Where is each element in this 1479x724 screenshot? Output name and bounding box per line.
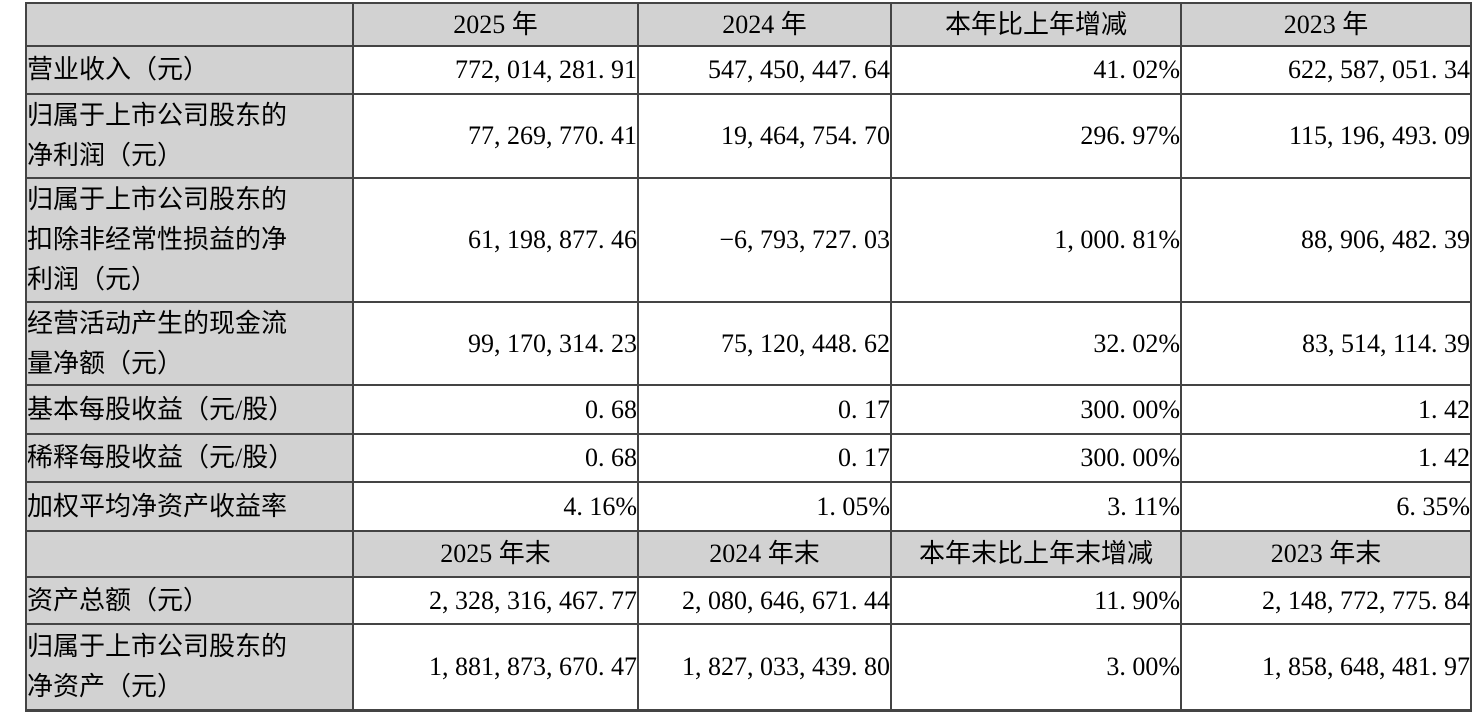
cash-flow-2024-value: 75, 120, 448. 62: [637, 301, 892, 386]
roe-2024-value: 1. 05%: [637, 481, 892, 532]
table-row-diluted-eps: 稀释每股收益（元/股） 0. 68 0. 17 300. 00% 1. 42: [25, 433, 1472, 483]
row-label-revenue: 营业收入（元）: [25, 45, 354, 95]
basic-eps-2025-value: 0. 68: [352, 384, 639, 435]
header-row-period-end: 2025 年末 2024 年末 本年末比上年末增减 2023 年末: [25, 530, 1472, 578]
table-row-net-profit-excl-nonrecurring: 归属于上市公司股东的 扣除非经常性损益的净 利润（元） 61, 198, 877…: [25, 177, 1472, 303]
col-header-2023: 2023 年: [1180, 2, 1472, 47]
net-profit-2023-value: 115, 196, 493. 09: [1180, 93, 1472, 179]
col-header-2024: 2024 年: [637, 2, 892, 47]
col-header-2024-end: 2024 年末: [637, 530, 892, 578]
col-header-2025-end: 2025 年末: [352, 530, 639, 578]
cash-flow-2023-value: 83, 514, 114. 39: [1180, 301, 1472, 386]
row-label-net-profit-excl-nonrecurring: 归属于上市公司股东的 扣除非经常性损益的净 利润（元）: [25, 177, 354, 303]
net-profit-yoy-value: 296. 97%: [890, 93, 1182, 179]
row-label-operating-cash-flow: 经营活动产生的现金流 量净额（元）: [25, 301, 354, 386]
total-assets-yoy-value: 11. 90%: [890, 576, 1182, 625]
net-assets-2024-value: 1, 827, 033, 439. 80: [637, 623, 892, 711]
diluted-eps-2023-value: 1. 42: [1180, 433, 1472, 483]
net-profit-excl-yoy-value: 1, 000. 81%: [890, 177, 1182, 303]
net-profit-excl-2023-value: 88, 906, 482. 39: [1180, 177, 1472, 303]
table-row-operating-cash-flow: 经营活动产生的现金流 量净额（元） 99, 170, 314. 23 75, 1…: [25, 301, 1472, 386]
corner-cell-annual: [25, 2, 354, 47]
net-profit-excl-2025-value: 61, 198, 877. 46: [352, 177, 639, 303]
table-row-net-profit: 归属于上市公司股东的 净利润（元） 77, 269, 770. 41 19, 4…: [25, 93, 1472, 179]
net-assets-2025-value: 1, 881, 873, 670. 47: [352, 623, 639, 711]
col-header-end-yoy-change: 本年末比上年末增减: [890, 530, 1182, 578]
table-row-net-assets: 归属于上市公司股东的 净资产（元） 1, 881, 873, 670. 47 1…: [25, 623, 1472, 711]
roe-2023-value: 6. 35%: [1180, 481, 1472, 532]
basic-eps-2023-value: 1. 42: [1180, 384, 1472, 435]
row-label-net-profit: 归属于上市公司股东的 净利润（元）: [25, 93, 354, 179]
basic-eps-2024-value: 0. 17: [637, 384, 892, 435]
diluted-eps-yoy-value: 300. 00%: [890, 433, 1182, 483]
net-profit-2025-value: 77, 269, 770. 41: [352, 93, 639, 179]
diluted-eps-2025-value: 0. 68: [352, 433, 639, 483]
net-assets-2023-value: 1, 858, 648, 481. 97: [1180, 623, 1472, 711]
cash-flow-yoy-value: 32. 02%: [890, 301, 1182, 386]
cash-flow-2025-value: 99, 170, 314. 23: [352, 301, 639, 386]
header-row-annual: 2025 年 2024 年 本年比上年增减 2023 年: [25, 2, 1472, 47]
roe-yoy-value: 3. 11%: [890, 481, 1182, 532]
revenue-2025-value: 772, 014, 281. 91: [352, 45, 639, 95]
table-row-basic-eps: 基本每股收益（元/股） 0. 68 0. 17 300. 00% 1. 42: [25, 384, 1472, 435]
total-assets-2023-value: 2, 148, 772, 775. 84: [1180, 576, 1472, 625]
table-row-total-assets: 资产总额（元） 2, 328, 316, 467. 77 2, 080, 646…: [25, 576, 1472, 625]
col-header-yoy-change: 本年比上年增减: [890, 2, 1182, 47]
table-row-weighted-avg-roe: 加权平均净资产收益率 4. 16% 1. 05% 3. 11% 6. 35%: [25, 481, 1472, 532]
revenue-yoy-value: 41. 02%: [890, 45, 1182, 95]
revenue-2024-value: 547, 450, 447. 64: [637, 45, 892, 95]
row-label-diluted-eps: 稀释每股收益（元/股）: [25, 433, 354, 483]
basic-eps-yoy-value: 300. 00%: [890, 384, 1182, 435]
key-financials-table: 2025 年 2024 年 本年比上年增减 2023 年 营业收入（元） 772…: [25, 2, 1472, 712]
row-label-weighted-avg-roe: 加权平均净资产收益率: [25, 481, 354, 532]
table-row-revenue: 营业收入（元） 772, 014, 281. 91 547, 450, 447.…: [25, 45, 1472, 95]
net-profit-2024-value: 19, 464, 754. 70: [637, 93, 892, 179]
row-label-total-assets: 资产总额（元）: [25, 576, 354, 625]
net-assets-yoy-value: 3. 00%: [890, 623, 1182, 711]
row-label-net-assets: 归属于上市公司股东的 净资产（元）: [25, 623, 354, 711]
col-header-2025: 2025 年: [352, 2, 639, 47]
net-profit-excl-2024-value: −6, 793, 727. 03: [637, 177, 892, 303]
roe-2025-value: 4. 16%: [352, 481, 639, 532]
revenue-2023-value: 622, 587, 051. 34: [1180, 45, 1472, 95]
diluted-eps-2024-value: 0. 17: [637, 433, 892, 483]
total-assets-2024-value: 2, 080, 646, 671. 44: [637, 576, 892, 625]
col-header-2023-end: 2023 年末: [1180, 530, 1472, 578]
row-label-basic-eps: 基本每股收益（元/股）: [25, 384, 354, 435]
total-assets-2025-value: 2, 328, 316, 467. 77: [352, 576, 639, 625]
corner-cell-period-end: [25, 530, 354, 578]
